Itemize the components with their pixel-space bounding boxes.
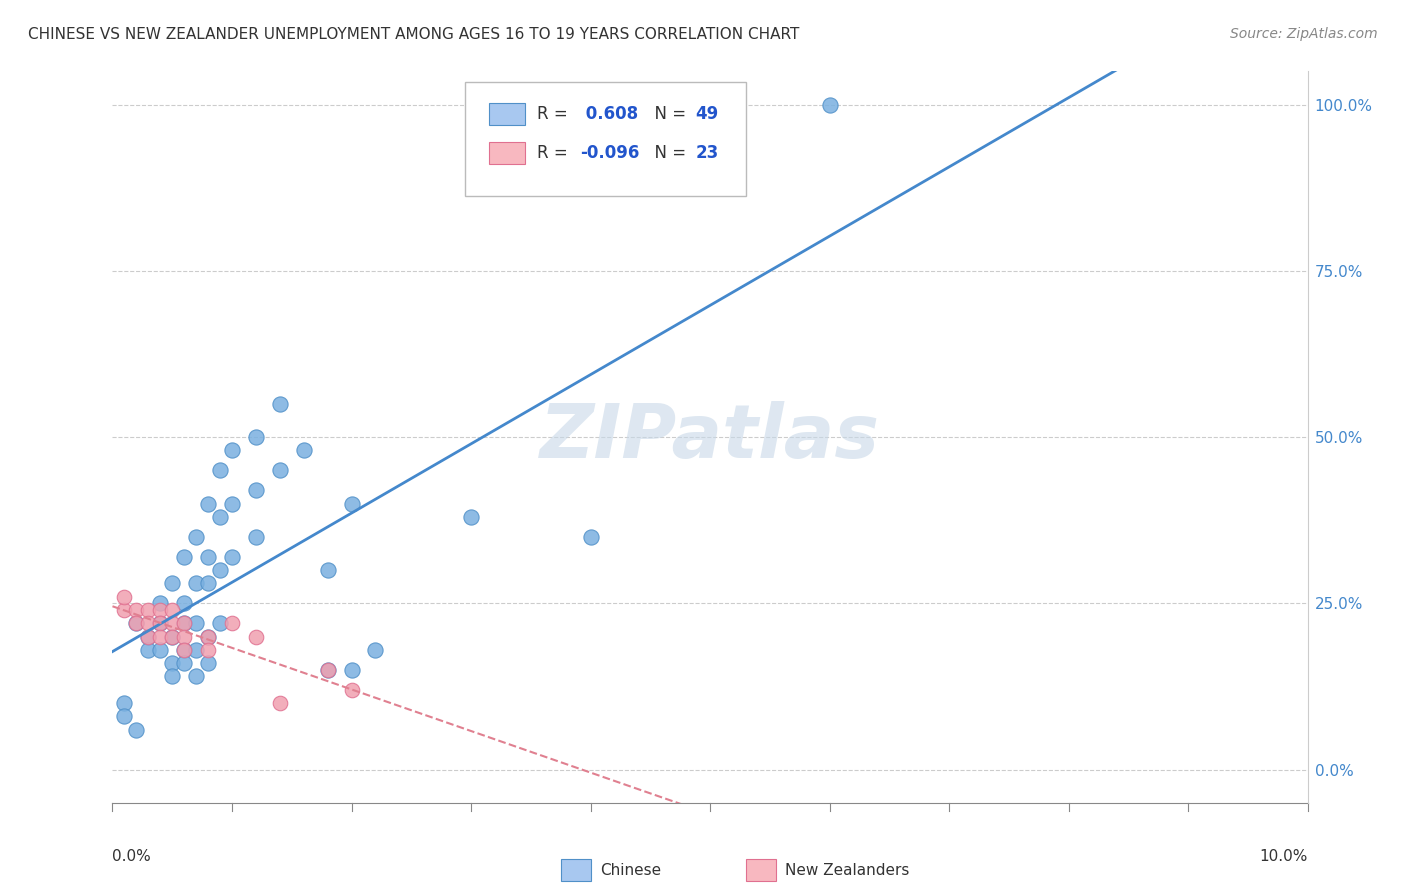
Point <box>209 509 232 524</box>
Point <box>197 549 219 564</box>
Point <box>173 596 195 610</box>
FancyBboxPatch shape <box>747 859 776 881</box>
Point <box>125 723 148 737</box>
Point <box>125 616 148 631</box>
Point <box>245 530 267 544</box>
Point <box>114 696 135 710</box>
Point <box>149 616 172 631</box>
Point <box>162 576 183 591</box>
FancyBboxPatch shape <box>489 103 524 125</box>
Point <box>316 663 339 677</box>
Text: N =: N = <box>644 104 692 123</box>
Point <box>197 630 219 644</box>
Point <box>173 616 195 631</box>
Point <box>269 696 291 710</box>
Point <box>269 463 291 477</box>
Point <box>162 669 183 683</box>
Text: R =: R = <box>537 104 572 123</box>
Point <box>221 497 243 511</box>
Point <box>221 443 243 458</box>
Point <box>186 576 208 591</box>
Point <box>173 549 195 564</box>
Text: 49: 49 <box>696 104 718 123</box>
Point <box>197 656 219 670</box>
Text: 0.608: 0.608 <box>579 104 638 123</box>
Point <box>162 656 183 670</box>
Point <box>125 603 148 617</box>
Point <box>221 549 243 564</box>
Text: Chinese: Chinese <box>600 863 661 878</box>
Point <box>818 97 841 112</box>
Point <box>173 643 195 657</box>
Point <box>579 530 602 544</box>
Text: 23: 23 <box>696 145 718 162</box>
Point <box>186 643 208 657</box>
Point <box>197 630 219 644</box>
FancyBboxPatch shape <box>561 859 591 881</box>
Point <box>162 630 183 644</box>
Point <box>364 643 387 657</box>
Point <box>162 616 183 631</box>
Point <box>162 603 183 617</box>
Text: -0.096: -0.096 <box>579 145 640 162</box>
Point <box>209 563 232 577</box>
Point <box>316 563 339 577</box>
Point <box>186 669 208 683</box>
Point <box>245 630 267 644</box>
Point <box>460 509 482 524</box>
Point <box>209 463 232 477</box>
Point <box>221 616 243 631</box>
Point <box>245 430 267 444</box>
Point <box>316 663 339 677</box>
Point <box>269 397 291 411</box>
Text: CHINESE VS NEW ZEALANDER UNEMPLOYMENT AMONG AGES 16 TO 19 YEARS CORRELATION CHAR: CHINESE VS NEW ZEALANDER UNEMPLOYMENT AM… <box>28 27 800 42</box>
Text: New Zealanders: New Zealanders <box>786 863 910 878</box>
Point <box>114 709 135 723</box>
Point <box>197 576 219 591</box>
Point <box>173 630 195 644</box>
Point <box>340 682 363 697</box>
FancyBboxPatch shape <box>465 82 747 195</box>
Point <box>149 603 172 617</box>
Point <box>245 483 267 498</box>
Point <box>186 530 208 544</box>
FancyBboxPatch shape <box>489 143 524 164</box>
Point <box>340 663 363 677</box>
Point <box>138 616 160 631</box>
Point <box>138 603 160 617</box>
Point <box>292 443 315 458</box>
Point <box>138 630 160 644</box>
Point <box>138 643 160 657</box>
Point <box>149 630 172 644</box>
Text: Source: ZipAtlas.com: Source: ZipAtlas.com <box>1230 27 1378 41</box>
Text: 0.0%: 0.0% <box>112 849 152 864</box>
Text: R =: R = <box>537 145 572 162</box>
Point <box>114 603 135 617</box>
Point <box>186 616 208 631</box>
Point <box>173 643 195 657</box>
Point <box>114 590 135 604</box>
Point <box>173 656 195 670</box>
Point <box>173 616 195 631</box>
Point <box>340 497 363 511</box>
Point <box>209 616 232 631</box>
Point <box>149 596 172 610</box>
Text: 10.0%: 10.0% <box>1260 849 1308 864</box>
Point <box>125 616 148 631</box>
Point <box>149 643 172 657</box>
Point <box>162 630 183 644</box>
Point <box>149 616 172 631</box>
Text: N =: N = <box>644 145 692 162</box>
Point <box>197 643 219 657</box>
Text: ZIPatlas: ZIPatlas <box>540 401 880 474</box>
Point <box>197 497 219 511</box>
Point <box>138 630 160 644</box>
